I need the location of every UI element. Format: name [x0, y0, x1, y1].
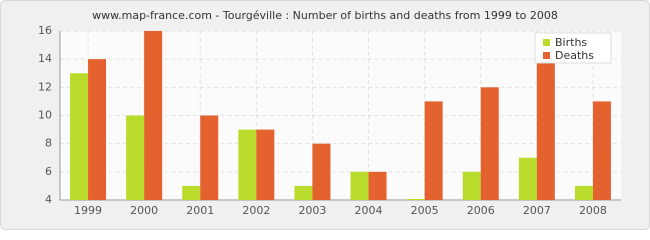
bar	[406, 199, 425, 200]
x-tick-label: 2005	[411, 204, 439, 217]
y-tick-label: 8	[45, 137, 52, 150]
legend-swatch	[543, 52, 550, 59]
y-tick-label: 12	[38, 80, 52, 93]
bar	[592, 101, 611, 200]
x-tick-label: 2006	[467, 204, 495, 217]
bar	[480, 87, 499, 200]
bar	[238, 129, 257, 200]
bar	[350, 171, 369, 200]
bar	[294, 185, 313, 200]
x-tick-label: 2000	[130, 204, 158, 217]
x-tick-label: 1999	[74, 204, 102, 217]
bar	[368, 171, 387, 200]
bar	[88, 59, 107, 200]
legend-swatch	[543, 39, 550, 46]
y-tick-label: 16	[38, 24, 52, 37]
bar	[518, 157, 537, 200]
bar	[536, 59, 555, 200]
x-tick-label: 2008	[579, 204, 607, 217]
bar	[126, 115, 145, 200]
y-tick-label: 10	[38, 109, 52, 122]
x-tick-label: 2004	[355, 204, 383, 217]
bar	[182, 185, 201, 200]
y-tick-label: 6	[45, 165, 52, 178]
y-tick-label: 14	[38, 52, 52, 65]
bar	[256, 129, 275, 200]
x-tick-label: 2001	[186, 204, 214, 217]
bar	[462, 171, 481, 200]
bar	[144, 31, 163, 200]
chart: www.map-france.com - Tourgéville : Numbe…	[0, 0, 650, 230]
chart-title: www.map-france.com - Tourgéville : Numbe…	[92, 9, 558, 22]
x-tick-label: 2007	[523, 204, 551, 217]
y-tick-label: 4	[45, 193, 52, 206]
bar	[70, 73, 89, 200]
x-tick-label: 2003	[298, 204, 326, 217]
bar	[424, 101, 443, 200]
bar	[312, 143, 331, 200]
legend-label: Births	[555, 36, 587, 49]
legend-label: Deaths	[555, 49, 594, 62]
bar	[200, 115, 219, 200]
x-tick-label: 2002	[242, 204, 270, 217]
bar	[574, 185, 593, 200]
